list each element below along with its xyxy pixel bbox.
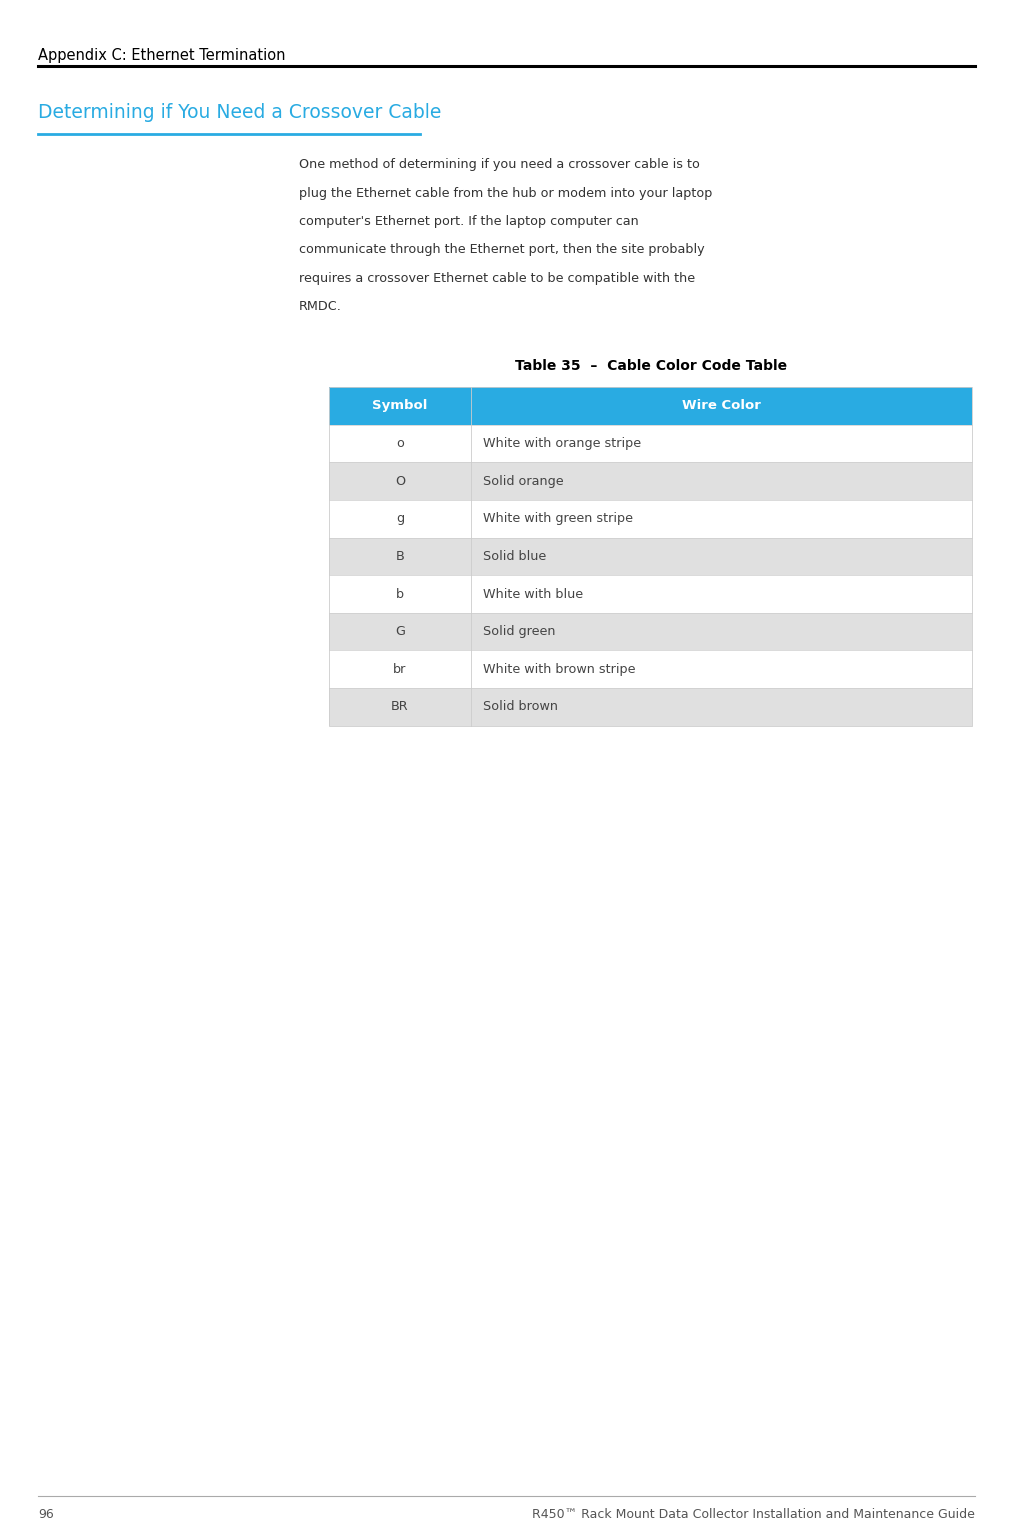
Text: Solid green: Solid green bbox=[483, 625, 555, 637]
Text: O: O bbox=[395, 475, 405, 487]
Text: Wire Color: Wire Color bbox=[682, 399, 761, 412]
Text: communicate through the Ethernet port, then the site probably: communicate through the Ethernet port, t… bbox=[299, 243, 704, 257]
Text: Symbol: Symbol bbox=[373, 399, 427, 412]
Text: 96: 96 bbox=[38, 1508, 55, 1521]
Text: R450™ Rack Mount Data Collector Installation and Maintenance Guide: R450™ Rack Mount Data Collector Installa… bbox=[532, 1508, 975, 1521]
Text: B: B bbox=[396, 550, 404, 562]
Bar bbox=[329, 387, 972, 727]
Text: requires a crossover Ethernet cable to be compatible with the: requires a crossover Ethernet cable to b… bbox=[299, 272, 695, 284]
Text: One method of determining if you need a crossover cable is to: One method of determining if you need a … bbox=[299, 158, 700, 170]
Text: Solid blue: Solid blue bbox=[483, 550, 546, 562]
Text: White with brown stripe: White with brown stripe bbox=[483, 664, 635, 676]
Text: White with blue: White with blue bbox=[483, 588, 583, 601]
Text: Table 35  –  Cable Color Code Table: Table 35 – Cable Color Code Table bbox=[515, 359, 787, 373]
Bar bbox=[329, 538, 972, 576]
Text: plug the Ethernet cable from the hub or modem into your laptop: plug the Ethernet cable from the hub or … bbox=[299, 186, 712, 200]
Bar bbox=[329, 651, 972, 688]
Text: Determining if You Need a Crossover Cable: Determining if You Need a Crossover Cabl… bbox=[38, 103, 442, 121]
Text: RMDC.: RMDC. bbox=[299, 301, 341, 313]
Text: computer's Ethernet port. If the laptop computer can: computer's Ethernet port. If the laptop … bbox=[299, 215, 638, 227]
Text: br: br bbox=[393, 664, 406, 676]
Text: b: b bbox=[396, 588, 404, 601]
Text: Appendix C: Ethernet Termination: Appendix C: Ethernet Termination bbox=[38, 49, 286, 63]
Bar bbox=[329, 613, 972, 651]
Text: White with orange stripe: White with orange stripe bbox=[483, 438, 641, 450]
Text: o: o bbox=[396, 438, 404, 450]
Text: Solid brown: Solid brown bbox=[483, 700, 558, 713]
Text: White with green stripe: White with green stripe bbox=[483, 513, 633, 525]
Bar bbox=[329, 462, 972, 501]
Bar bbox=[329, 576, 972, 613]
Bar bbox=[329, 688, 972, 725]
Text: G: G bbox=[395, 625, 405, 637]
Text: g: g bbox=[396, 513, 404, 525]
Bar bbox=[329, 424, 972, 462]
Text: BR: BR bbox=[391, 700, 409, 713]
Text: Solid orange: Solid orange bbox=[483, 475, 563, 487]
Bar bbox=[329, 387, 972, 424]
Bar bbox=[329, 499, 972, 538]
